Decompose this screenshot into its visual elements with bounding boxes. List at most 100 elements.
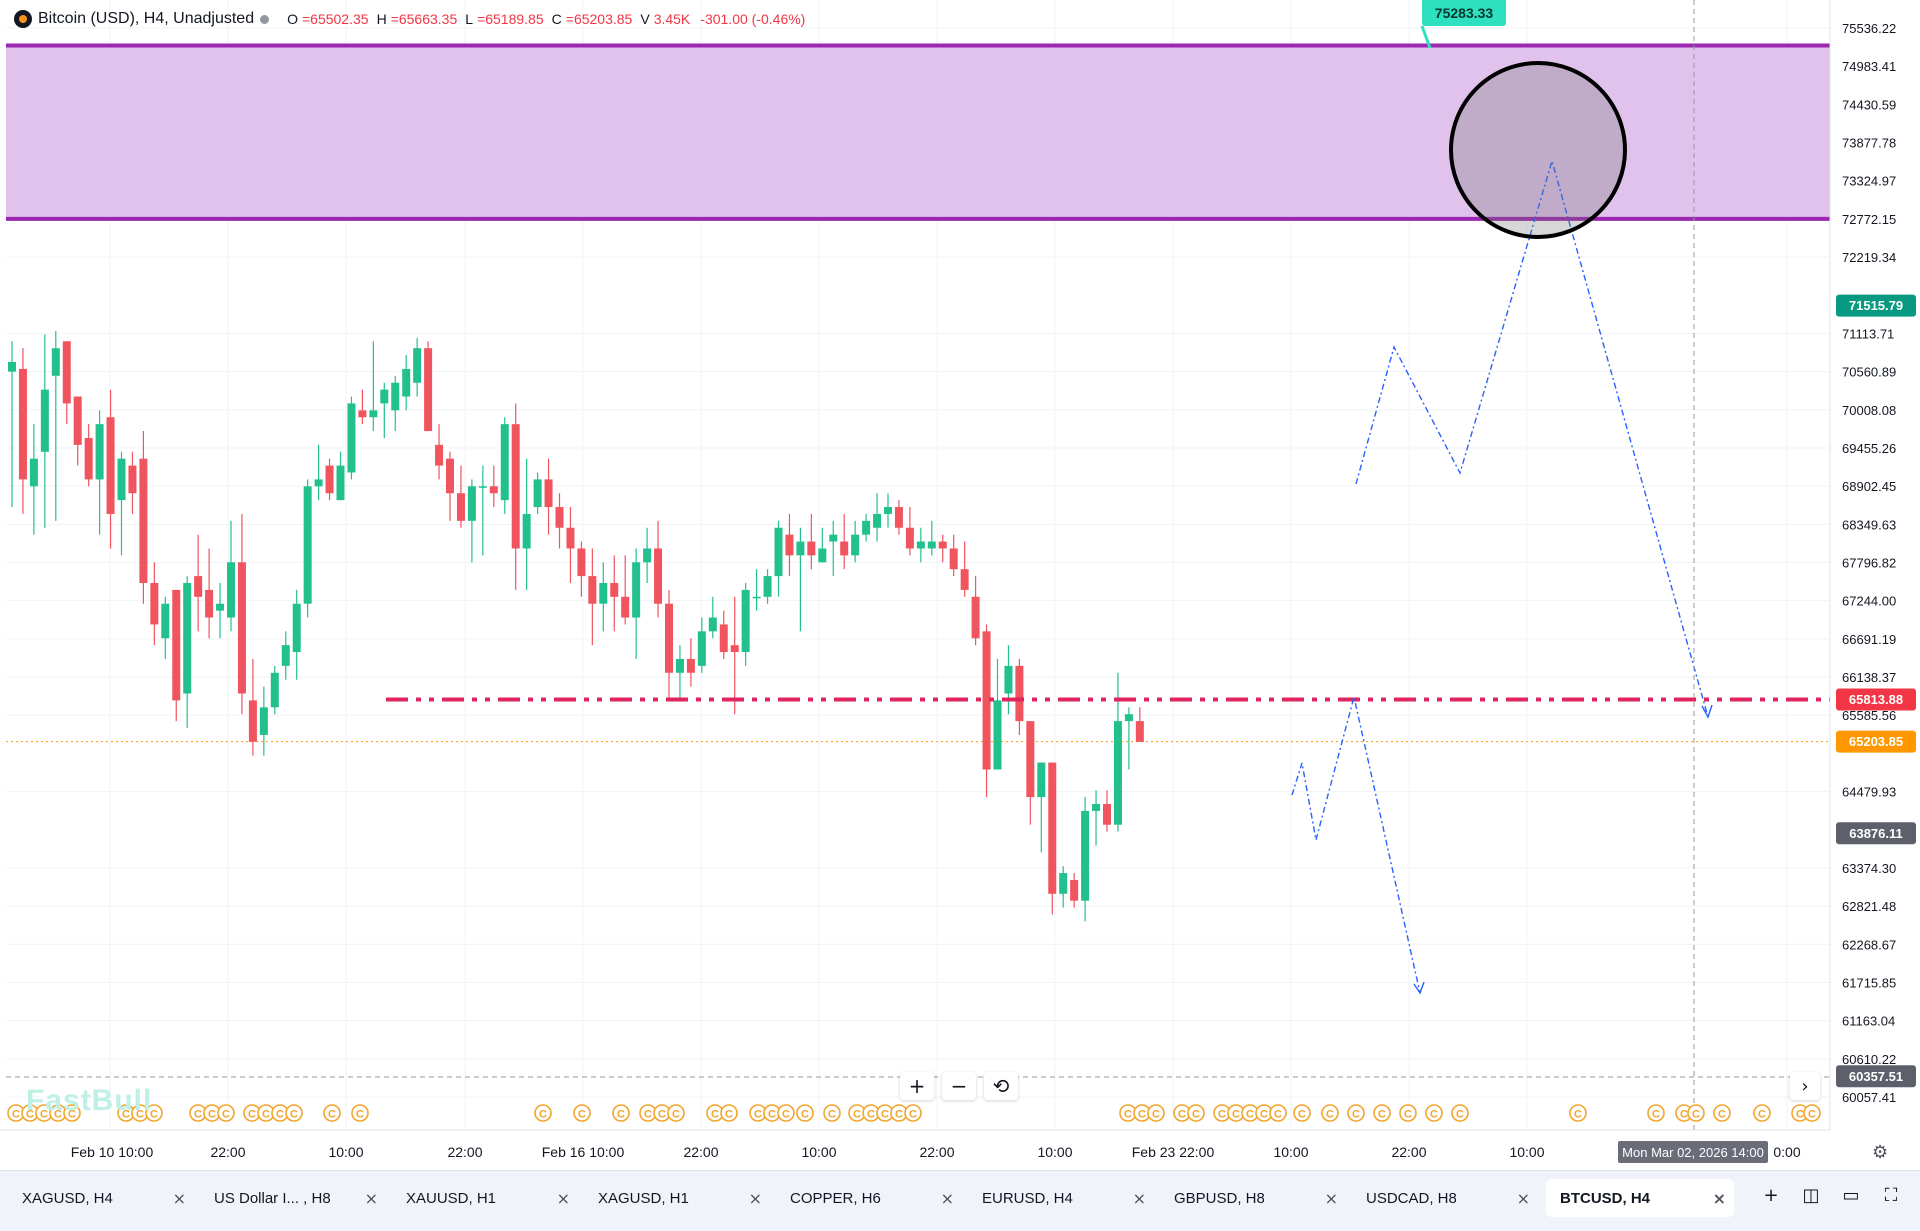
close-icon[interactable]: × xyxy=(748,1188,762,1208)
candle-body xyxy=(566,527,575,549)
price-tick-label: 68349.63 xyxy=(1842,517,1896,532)
candle-body xyxy=(763,576,772,597)
event-marker-label: C xyxy=(122,1109,130,1121)
event-marker-label: C xyxy=(828,1109,836,1121)
chart-tab[interactable]: XAGUSD, H1 × xyxy=(584,1179,770,1217)
close-icon[interactable]: × xyxy=(556,1188,570,1208)
chart-tab[interactable]: USDCAD, H8 × xyxy=(1352,1179,1538,1217)
price-tick-label: 66138.37 xyxy=(1842,670,1896,685)
event-marker-icon xyxy=(796,1104,814,1122)
candle-body xyxy=(95,424,104,480)
close-icon[interactable]: × xyxy=(1132,1188,1146,1208)
price-tick-label: 70560.89 xyxy=(1842,365,1896,380)
add-tab-icon[interactable]: + xyxy=(1763,1184,1779,1206)
price-label-box xyxy=(1836,294,1916,317)
candle-body xyxy=(1015,665,1024,722)
time-tick-label: 22:00 xyxy=(919,1144,954,1160)
event-marker-label: C xyxy=(1218,1109,1226,1121)
event-marker-icon xyxy=(1569,1104,1587,1122)
candle-body xyxy=(752,596,761,599)
price-tick-label: 60610.22 xyxy=(1842,1052,1896,1067)
event-marker-label: C xyxy=(1680,1109,1688,1121)
price-label-text: 65813.88 xyxy=(1849,692,1903,707)
time-tick-label: 22:00 xyxy=(683,1144,718,1160)
price-tick-label: 71113.71 xyxy=(1842,326,1894,341)
close-icon[interactable]: × xyxy=(172,1188,186,1208)
close-icon[interactable]: × xyxy=(1712,1188,1726,1208)
chart-tab-label: XAGUSD, H1 xyxy=(598,1189,689,1207)
chart-tab[interactable]: EURUSD, H4 × xyxy=(968,1179,1154,1217)
candle-body xyxy=(1037,762,1046,798)
chart-tab[interactable]: XAUUSD, H1 × xyxy=(392,1179,578,1217)
price-tick-label: 67244.00 xyxy=(1842,594,1896,609)
event-marker-icon xyxy=(1293,1104,1311,1122)
open-value: =65502.35 xyxy=(301,11,369,27)
price-tick-label: 68902.45 xyxy=(1842,479,1896,494)
zoom-controls: + − ⟲ xyxy=(900,1072,1018,1100)
fullscreen-icon[interactable]: ⛶ xyxy=(1884,1184,1898,1206)
candle-body xyxy=(227,562,235,618)
reset-chart-button[interactable]: ⟲ xyxy=(984,1072,1018,1100)
event-marker-label: C xyxy=(222,1109,230,1121)
candle-body xyxy=(391,382,400,411)
event-marker-label: C xyxy=(1178,1109,1186,1121)
symbol-title[interactable]: Bitcoin (USD), H4, Unadjusted xyxy=(38,10,255,27)
event-marker-label: C xyxy=(54,1109,62,1121)
price-label-text: 71515.79 xyxy=(1849,298,1903,313)
time-tick-label: Feb 23 22:00 xyxy=(1132,1144,1215,1160)
event-marker-label: C xyxy=(262,1109,270,1121)
target-callout-pointer xyxy=(1420,25,1432,49)
time-tick-label: 10:00 xyxy=(801,1144,836,1160)
event-marker-icon xyxy=(1713,1104,1731,1122)
candle-body xyxy=(259,707,268,735)
price-tick-label: 72219.34 xyxy=(1842,250,1896,265)
event-marker-label: C xyxy=(40,1109,48,1121)
zoom-out-button[interactable]: − xyxy=(942,1072,976,1100)
scroll-right-button[interactable]: › xyxy=(1790,1072,1820,1100)
candle-body xyxy=(905,527,914,549)
target-price-callout[interactable]: 75283.33 xyxy=(1422,0,1506,26)
close-icon[interactable]: × xyxy=(940,1188,954,1208)
chart-tab[interactable]: COPPER, H6 × xyxy=(776,1179,962,1217)
time-tick-label: 10:00 xyxy=(1509,1144,1544,1160)
gear-icon[interactable]: ⚙ xyxy=(1872,1142,1889,1163)
event-marker-icon xyxy=(573,1104,591,1122)
chart-tab[interactable]: BTCUSD, H4 × xyxy=(1546,1179,1734,1217)
close-icon[interactable]: × xyxy=(1516,1188,1530,1208)
price-tick-label: 73324.97 xyxy=(1842,174,1896,189)
candle-body xyxy=(533,479,542,508)
chart-tab[interactable]: XAGUSD, H4 × xyxy=(8,1179,194,1217)
window-icon[interactable]: ▭ xyxy=(1842,1184,1860,1206)
target-circle xyxy=(1449,61,1627,239)
chart-tab[interactable]: GBPUSD, H8 × xyxy=(1160,1179,1346,1217)
candle-body xyxy=(402,368,411,397)
candle-body xyxy=(51,348,60,376)
time-tick-label: 10:00 xyxy=(1273,1144,1308,1160)
candle-body xyxy=(982,631,991,770)
candle-body xyxy=(851,534,860,556)
chart-tab[interactable]: US Dollar I... , H8 × xyxy=(200,1179,386,1217)
projection-arrow-head xyxy=(1701,704,1713,719)
candle-body xyxy=(435,444,444,466)
candle-body xyxy=(632,562,641,618)
candle-body xyxy=(216,603,225,611)
candle-body xyxy=(336,465,345,501)
zoom-in-button[interactable]: + xyxy=(900,1072,934,1100)
time-tick-label: 10:00 xyxy=(328,1144,363,1160)
projection-path xyxy=(1291,696,1421,994)
candle-body xyxy=(18,368,27,480)
high-value: =65663.35 xyxy=(390,11,458,27)
candle-body xyxy=(588,576,597,604)
candle-body xyxy=(489,486,498,494)
close-icon[interactable]: × xyxy=(364,1188,378,1208)
symbol-header: Bitcoin (USD), H4, Unadjusted O =65502.35… xyxy=(14,8,805,30)
event-marker-icon xyxy=(1269,1104,1287,1122)
candle-body xyxy=(599,582,608,604)
candle-body xyxy=(1124,714,1133,722)
event-marker-label: C xyxy=(658,1109,666,1121)
watermark-logo: FastBull xyxy=(26,1084,153,1117)
layout-icon[interactable]: ◫ xyxy=(1802,1184,1820,1206)
close-icon[interactable]: × xyxy=(1324,1188,1338,1208)
